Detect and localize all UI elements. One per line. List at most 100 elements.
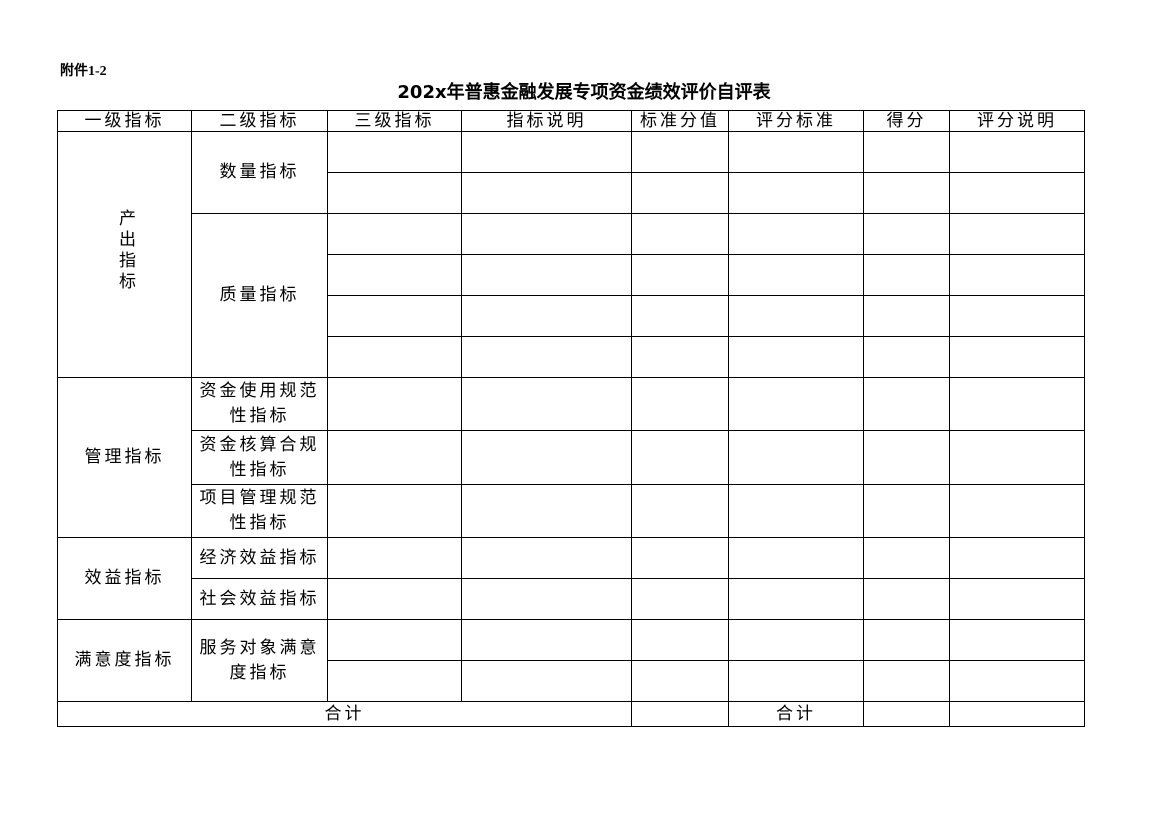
standard-score-cell[interactable] (631, 336, 729, 378)
total-label: 合计 (57, 701, 632, 727)
scoring-criteria-cell[interactable] (728, 578, 864, 620)
scoring-note-cell[interactable] (949, 213, 1085, 255)
description-cell[interactable] (461, 619, 632, 661)
level3-cell[interactable] (327, 660, 462, 702)
score-cell[interactable] (863, 619, 950, 661)
standard-score-cell[interactable] (631, 131, 729, 173)
level3-cell[interactable] (327, 295, 462, 337)
score-cell[interactable] (863, 660, 950, 702)
description-cell[interactable] (461, 537, 632, 579)
score-cell[interactable] (863, 295, 950, 337)
standard-score-cell[interactable] (631, 619, 729, 661)
level3-cell[interactable] (327, 131, 462, 173)
level3-cell[interactable] (327, 377, 462, 431)
standard-score-cell[interactable] (631, 295, 729, 337)
scoring-criteria-cell[interactable] (728, 172, 864, 214)
level3-cell[interactable] (327, 172, 462, 214)
header-cell: 二级指标 (191, 110, 328, 132)
standard-score-cell[interactable] (631, 430, 729, 485)
score-cell[interactable] (863, 377, 950, 431)
standard-score-cell[interactable] (631, 254, 729, 296)
scoring-note-cell[interactable] (949, 660, 1085, 702)
score-cell[interactable] (863, 213, 950, 255)
score-cell[interactable] (863, 537, 950, 579)
table-row: 效益指标 经济效益指标 (57, 537, 1085, 620)
level3-cell[interactable] (327, 336, 462, 378)
level3-cell[interactable] (327, 213, 462, 255)
level3-cell[interactable] (327, 484, 462, 538)
scoring-criteria-cell[interactable] (728, 295, 864, 337)
scoring-note-cell[interactable] (949, 131, 1085, 173)
scoring-note-cell[interactable] (949, 619, 1085, 661)
scoring-criteria-cell[interactable] (728, 336, 864, 378)
scoring-criteria-cell[interactable] (728, 430, 864, 485)
scoring-note-cell[interactable] (949, 254, 1085, 296)
description-cell[interactable] (461, 377, 632, 431)
score-cell[interactable] (863, 172, 950, 214)
total-label-2: 合计 (728, 701, 864, 727)
scoring-criteria-cell[interactable] (728, 619, 864, 661)
score-cell[interactable] (863, 430, 950, 485)
description-cell[interactable] (461, 213, 632, 255)
score-cell[interactable] (863, 484, 950, 538)
scoring-note-cell[interactable] (949, 377, 1085, 431)
header-cell: 一级指标 (57, 110, 192, 132)
level2-cell: 经济效益指标 (191, 537, 328, 579)
table-row (58, 336, 1085, 378)
header-cell: 三级指标 (327, 110, 462, 132)
standard-score-cell[interactable] (631, 578, 729, 620)
score-cell[interactable] (863, 578, 950, 620)
attachment-label: 附件1-2 (60, 64, 107, 79)
description-cell[interactable] (461, 295, 632, 337)
scoring-note-cell[interactable] (949, 295, 1085, 337)
scoring-criteria-cell[interactable] (728, 537, 864, 579)
description-cell[interactable] (461, 336, 632, 378)
total-standard-score-cell[interactable] (631, 701, 729, 727)
scoring-criteria-cell[interactable] (728, 131, 864, 173)
description-cell[interactable] (461, 430, 632, 485)
description-cell[interactable] (461, 131, 632, 173)
standard-score-cell[interactable] (631, 484, 729, 538)
level3-cell[interactable] (327, 430, 462, 485)
header-cell: 评分说明 (949, 110, 1085, 132)
standard-score-cell[interactable] (631, 213, 729, 255)
standard-score-cell[interactable] (631, 172, 729, 214)
total-score-cell[interactable] (863, 701, 950, 727)
scoring-criteria-cell[interactable] (728, 484, 864, 538)
level1-cell: 效益指标 (57, 537, 192, 620)
description-cell[interactable] (461, 578, 632, 620)
scoring-note-cell[interactable] (949, 430, 1085, 485)
standard-score-cell[interactable] (631, 660, 729, 702)
scoring-note-cell[interactable] (949, 172, 1085, 214)
scoring-criteria-cell[interactable] (728, 660, 864, 702)
description-cell[interactable] (461, 484, 632, 538)
scoring-note-cell[interactable] (949, 578, 1085, 620)
scoring-note-cell[interactable] (949, 484, 1085, 538)
header-row: 一级指标 二级指标 三级指标 指标说明 标准分值 评分标准 得分 评分说明 (57, 110, 1085, 132)
table-row: 项目管理规范性指标 (58, 484, 1085, 538)
table-row: 社会效益指标 (58, 578, 1085, 620)
description-cell[interactable] (461, 172, 632, 214)
standard-score-cell[interactable] (631, 377, 729, 431)
level3-cell[interactable] (327, 578, 462, 620)
level2-cell: 资金使用规范性指标 (191, 377, 328, 431)
level3-cell[interactable] (327, 619, 462, 661)
level3-cell[interactable] (327, 537, 462, 579)
table-row: 资金核算合规性指标 (58, 430, 1085, 485)
description-cell[interactable] (461, 254, 632, 296)
total-note-cell[interactable] (949, 701, 1085, 727)
scoring-criteria-cell[interactable] (728, 213, 864, 255)
level3-cell[interactable] (327, 254, 462, 296)
level1-cell: 满意度指标 (57, 619, 192, 702)
scoring-note-cell[interactable] (949, 336, 1085, 378)
standard-score-cell[interactable] (631, 537, 729, 579)
level2-cell: 服务对象满意度指标 (191, 619, 328, 702)
score-cell[interactable] (863, 131, 950, 173)
header-cell: 得分 (863, 110, 950, 132)
scoring-criteria-cell[interactable] (728, 377, 864, 431)
scoring-criteria-cell[interactable] (728, 254, 864, 296)
description-cell[interactable] (461, 660, 632, 702)
scoring-note-cell[interactable] (949, 537, 1085, 579)
score-cell[interactable] (863, 254, 950, 296)
score-cell[interactable] (863, 336, 950, 378)
